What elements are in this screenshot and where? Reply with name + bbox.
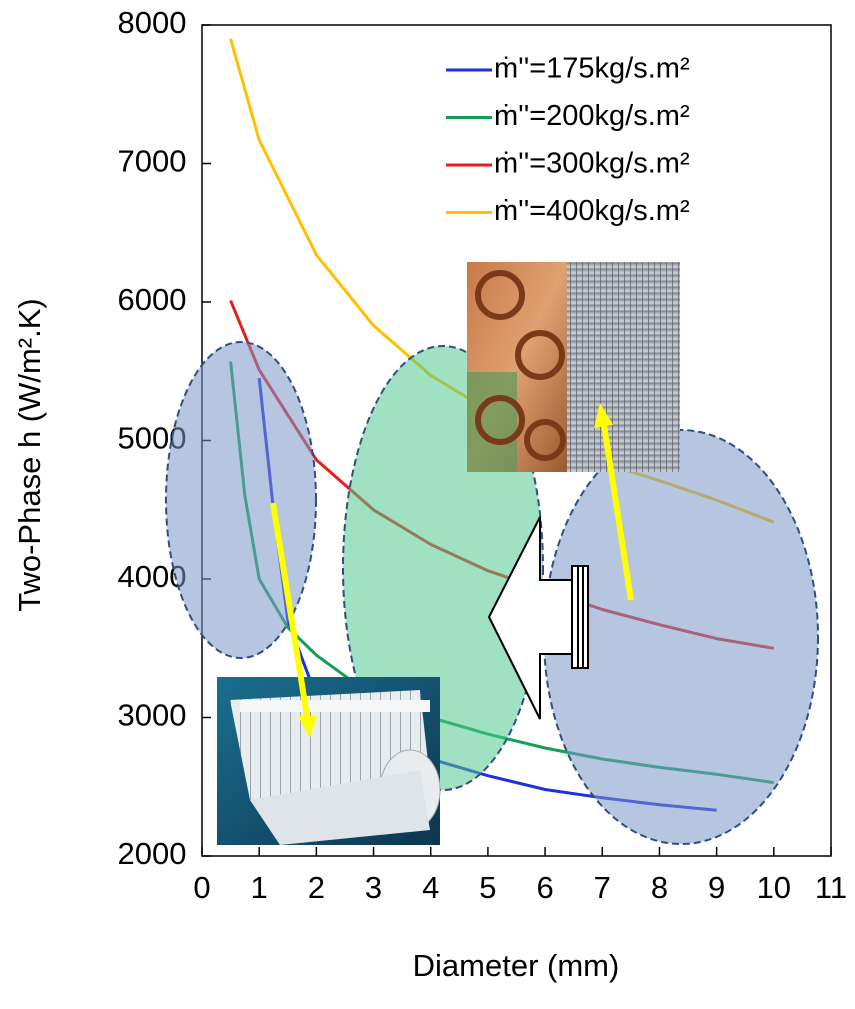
legend-label: ṁ''=400kg/s.m² [494,195,690,227]
legend-label: ṁ''=300kg/s.m² [494,148,690,180]
x-tick-label: 9 [708,870,725,905]
y-tick-label: 3000 [118,698,187,733]
x-axis-title: Diameter (mm) [413,948,620,983]
y-tick-label: 2000 [118,836,187,871]
annotations [166,262,818,845]
y-tick-label: 6000 [118,282,187,317]
x-tick-label: 7 [594,870,611,905]
page: {"chart_data": {"type": "line", "x_label… [0,0,855,1009]
photo-heat-exchanger [467,262,680,472]
x-tick-label: 6 [536,870,553,905]
x-tick-label: 3 [365,870,382,905]
x-tick-label: 0 [193,870,210,905]
legend: ṁ''=175kg/s.m² ṁ''=200kg/s.m² ṁ''=300kg/s.… [446,53,690,228]
photo-microchannel [217,677,440,845]
y-axis-title: Two-Phase h (W/m².K) [12,298,47,612]
x-tick-label: 2 [308,870,325,905]
x-tick-label: 8 [651,870,668,905]
y-tick-label: 8000 [118,5,187,40]
legend-label: ṁ''=200kg/s.m² [494,100,690,132]
block-arrow-tail [572,566,588,668]
x-tick-label: 1 [251,870,268,905]
x-tick-label: 5 [479,870,496,905]
legend-label: ṁ''=175kg/s.m² [494,53,690,85]
x-tick-label: 4 [422,870,439,905]
chart: 0123456789101120003000400050006000700080… [0,0,855,1009]
y-tick-label: 7000 [118,144,187,179]
x-tick-label: 10 [757,870,791,905]
region-ellipse [166,342,316,658]
x-tick-label: 11 [815,870,847,905]
